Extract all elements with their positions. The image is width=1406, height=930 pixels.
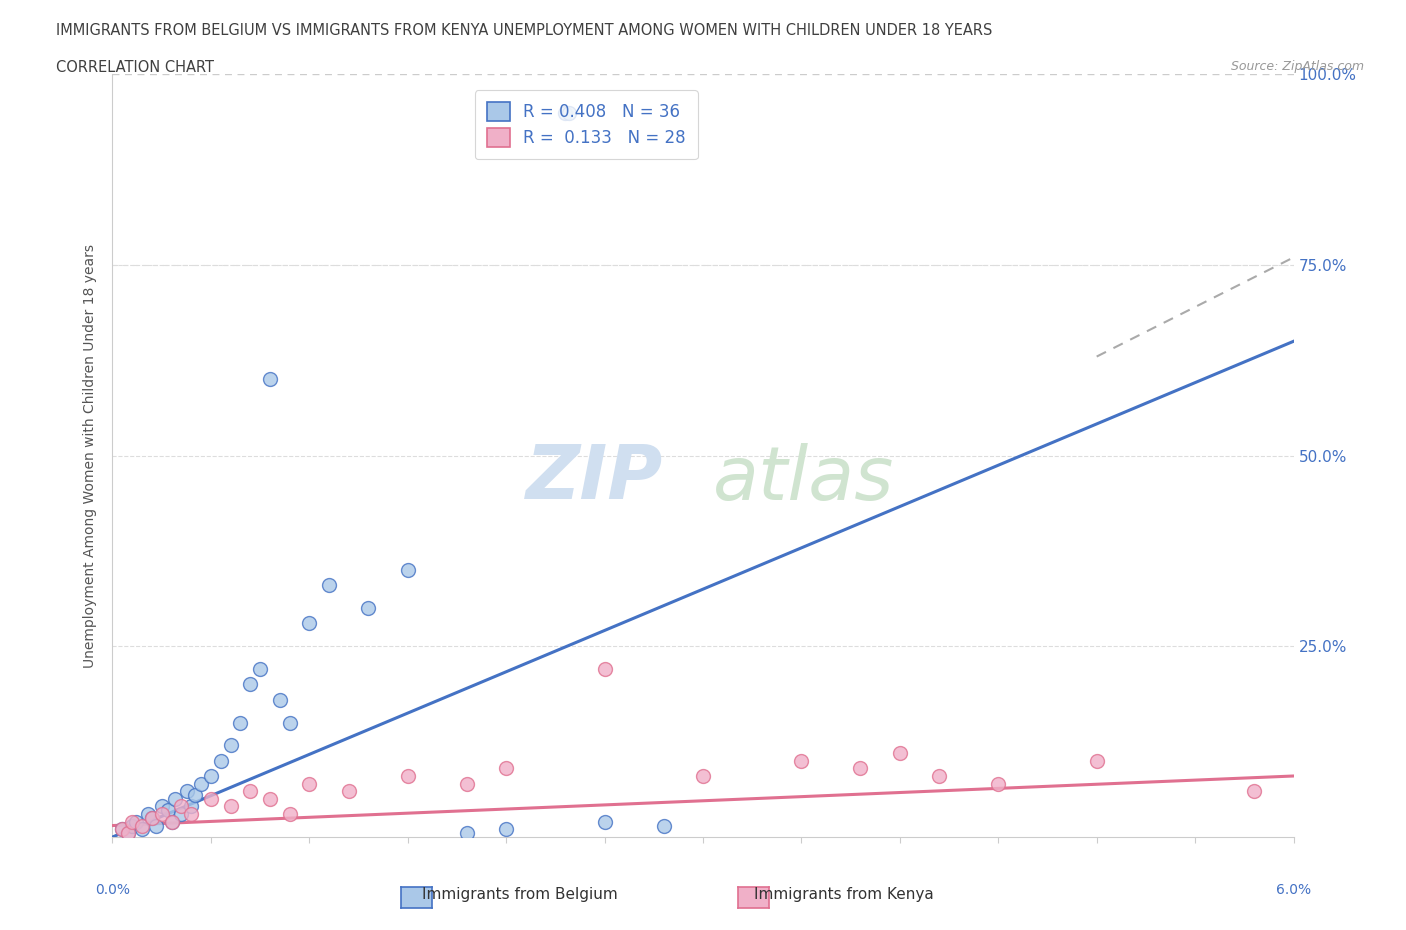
Point bbox=[150, 799, 173, 814]
Point bbox=[180, 806, 202, 821]
Point bbox=[269, 692, 291, 707]
Point bbox=[131, 818, 153, 833]
Point bbox=[156, 803, 179, 817]
Point bbox=[160, 815, 183, 830]
Text: atlas: atlas bbox=[713, 443, 894, 514]
Point bbox=[357, 601, 380, 616]
Point bbox=[298, 616, 321, 631]
Point bbox=[117, 826, 139, 841]
Text: 6.0%: 6.0% bbox=[1277, 883, 1310, 897]
Point bbox=[117, 826, 139, 841]
Point bbox=[1085, 753, 1108, 768]
Legend: R = 0.408   N = 36, R =  0.133   N = 28: R = 0.408 N = 36, R = 0.133 N = 28 bbox=[475, 90, 697, 159]
Point bbox=[209, 753, 232, 768]
Point bbox=[593, 815, 616, 830]
Point bbox=[131, 822, 153, 837]
Point bbox=[928, 768, 950, 783]
Point bbox=[180, 799, 202, 814]
Point bbox=[849, 761, 872, 776]
Point bbox=[239, 677, 262, 692]
Point bbox=[200, 768, 222, 783]
Point bbox=[229, 715, 252, 730]
Point bbox=[652, 818, 675, 833]
Text: 0.0%: 0.0% bbox=[96, 883, 129, 897]
Point bbox=[165, 791, 187, 806]
Point bbox=[136, 806, 159, 821]
Point bbox=[111, 822, 134, 837]
Point bbox=[121, 815, 143, 830]
Point bbox=[249, 662, 271, 677]
Point bbox=[790, 753, 813, 768]
Y-axis label: Unemployment Among Women with Children Under 18 years: Unemployment Among Women with Children U… bbox=[83, 244, 97, 668]
Text: Immigrants from Kenya: Immigrants from Kenya bbox=[754, 887, 934, 902]
Text: IMMIGRANTS FROM BELGIUM VS IMMIGRANTS FROM KENYA UNEMPLOYMENT AMONG WOMEN WITH C: IMMIGRANTS FROM BELGIUM VS IMMIGRANTS FR… bbox=[56, 23, 993, 38]
Point bbox=[298, 777, 321, 791]
Point bbox=[176, 784, 198, 799]
Point bbox=[184, 788, 207, 803]
Point bbox=[125, 815, 148, 830]
Point bbox=[593, 662, 616, 677]
Point bbox=[170, 806, 193, 821]
Point bbox=[259, 372, 281, 387]
Point bbox=[219, 738, 242, 753]
Point bbox=[141, 811, 163, 826]
Point bbox=[558, 105, 581, 120]
Point bbox=[259, 791, 281, 806]
Point bbox=[396, 768, 419, 783]
Point bbox=[170, 799, 193, 814]
Point bbox=[495, 761, 517, 776]
Point bbox=[111, 822, 134, 837]
Point bbox=[554, 105, 576, 120]
Point bbox=[145, 818, 167, 833]
Point bbox=[150, 806, 173, 821]
Point bbox=[456, 777, 478, 791]
Point bbox=[190, 777, 212, 791]
Point bbox=[1243, 784, 1265, 799]
Text: CORRELATION CHART: CORRELATION CHART bbox=[56, 60, 214, 75]
Point bbox=[278, 806, 301, 821]
Point bbox=[121, 818, 143, 833]
Point bbox=[318, 578, 340, 592]
Text: ZIP: ZIP bbox=[526, 442, 664, 515]
Point bbox=[456, 826, 478, 841]
Point bbox=[396, 563, 419, 578]
Point bbox=[239, 784, 262, 799]
Point bbox=[987, 777, 1010, 791]
Point bbox=[160, 815, 183, 830]
Point bbox=[219, 799, 242, 814]
Point bbox=[337, 784, 360, 799]
Point bbox=[200, 791, 222, 806]
Text: Immigrants from Belgium: Immigrants from Belgium bbox=[422, 887, 619, 902]
Text: Source: ZipAtlas.com: Source: ZipAtlas.com bbox=[1230, 60, 1364, 73]
Point bbox=[278, 715, 301, 730]
Point bbox=[889, 746, 911, 761]
Point bbox=[495, 822, 517, 837]
Point bbox=[141, 811, 163, 826]
Point bbox=[692, 768, 714, 783]
